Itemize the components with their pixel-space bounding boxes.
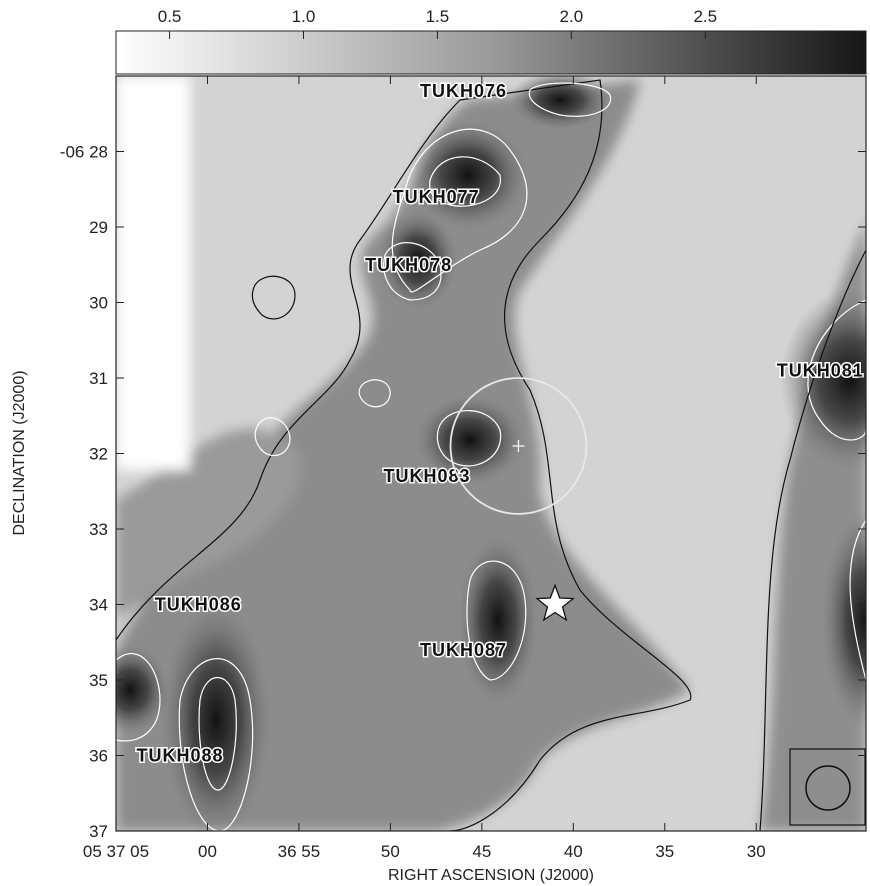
source-label: TUKH077 xyxy=(393,187,480,207)
y-tick-label: 34 xyxy=(89,596,108,615)
source-label: TUKH081 xyxy=(777,360,864,380)
y-tick-label: 36 xyxy=(89,747,108,766)
contours xyxy=(116,79,866,831)
x-axis: 05 37 05 00 36 55 50 45 40 35 30 xyxy=(83,76,766,861)
colorbar-tick-label: 1.0 xyxy=(292,7,316,26)
beam-ellipse-icon xyxy=(805,765,851,811)
y-axis-title: DECLINATION (J2000) xyxy=(11,370,28,535)
y-tick-label: 29 xyxy=(89,218,108,237)
colorbar: 0.5 1.0 1.5 2.0 2.5 xyxy=(115,7,867,75)
y-tick-label: 31 xyxy=(89,369,108,388)
colorbar-tick-label: 2.5 xyxy=(693,7,717,26)
intensity-map: TUKH076 TUKH077 TUKH078 TUKH081 TUKH083 TUKH0… xyxy=(116,76,866,831)
colorbar-tick-label: 0.5 xyxy=(158,7,182,26)
x-tick-label: 35 xyxy=(655,842,674,861)
source-label: TUKH086 xyxy=(155,595,242,615)
source-label: TUKH088 xyxy=(137,746,224,766)
source-label: TUKH083 xyxy=(383,466,470,486)
y-tick-label: 33 xyxy=(89,520,108,539)
x-axis-title: RIGHT ASCENSION (J2000) xyxy=(388,867,594,884)
colorbar-tick-label: 1.5 xyxy=(426,7,450,26)
x-tick-label: 00 xyxy=(198,842,217,861)
colorbar-gradient xyxy=(115,30,867,75)
x-tick-label: 05 37 05 xyxy=(83,842,149,861)
colorbar-tick-label: 2.0 xyxy=(560,7,584,26)
source-label: TUKH078 xyxy=(365,255,452,275)
target-circle-outline xyxy=(449,377,588,515)
star-icon xyxy=(535,583,575,622)
x-tick-label: 30 xyxy=(747,842,766,861)
source-label: TUKH087 xyxy=(420,640,507,660)
y-tick-label: 32 xyxy=(89,445,108,464)
source-labels: TUKH076 TUKH077 TUKH078 TUKH081 TUKH083 TUKH0… xyxy=(135,80,864,767)
emission-regions xyxy=(116,76,866,831)
beam-box xyxy=(789,748,866,826)
source-label: TUKH076 xyxy=(420,81,507,101)
y-tick-label: 37 xyxy=(89,822,108,841)
x-tick-label: 36 55 xyxy=(278,842,321,861)
x-tick-label: 40 xyxy=(564,842,583,861)
y-tick-label: 30 xyxy=(89,294,108,313)
x-tick-label: 50 xyxy=(381,842,400,861)
y-tick-label: -06 28 xyxy=(60,143,108,162)
dense-cores xyxy=(116,76,866,831)
y-axis: -06 28 29 30 31 32 33 34 35 36 37 xyxy=(60,143,866,841)
x-tick-label: 45 xyxy=(472,842,491,861)
star-marker xyxy=(535,583,575,622)
target-circle xyxy=(449,377,588,515)
y-tick-label: 35 xyxy=(89,671,108,690)
